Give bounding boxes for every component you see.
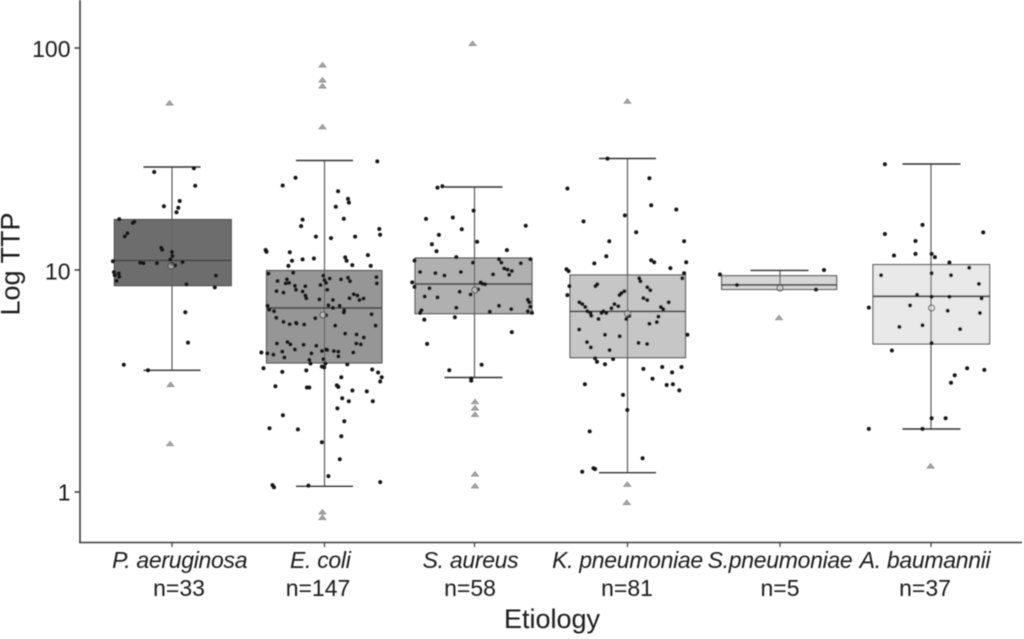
svg-text:1: 1 <box>58 480 71 506</box>
svg-text:n=33: n=33 <box>153 575 205 601</box>
svg-text:Etiology: Etiology <box>504 604 601 634</box>
svg-text:A. baumannii: A. baumannii <box>858 547 992 573</box>
svg-text:n=81: n=81 <box>601 575 653 601</box>
svg-text:10: 10 <box>45 259 71 285</box>
svg-text:P. aeruginosa: P. aeruginosa <box>112 547 247 573</box>
svg-text:n=58: n=58 <box>444 575 496 601</box>
svg-text:S.pneumoniae: S.pneumoniae <box>708 547 853 573</box>
svg-text:K. pneumoniae: K. pneumoniae <box>552 547 703 573</box>
svg-text:S. aureus: S. aureus <box>423 547 520 573</box>
svg-text:E. coli: E. coli <box>290 547 352 573</box>
svg-text:n=37: n=37 <box>899 575 951 601</box>
svg-text:n=147: n=147 <box>286 575 351 601</box>
svg-text:Log TTP: Log TTP <box>0 212 26 315</box>
svg-text:n=5: n=5 <box>760 575 799 601</box>
svg-text:100: 100 <box>32 36 70 62</box>
